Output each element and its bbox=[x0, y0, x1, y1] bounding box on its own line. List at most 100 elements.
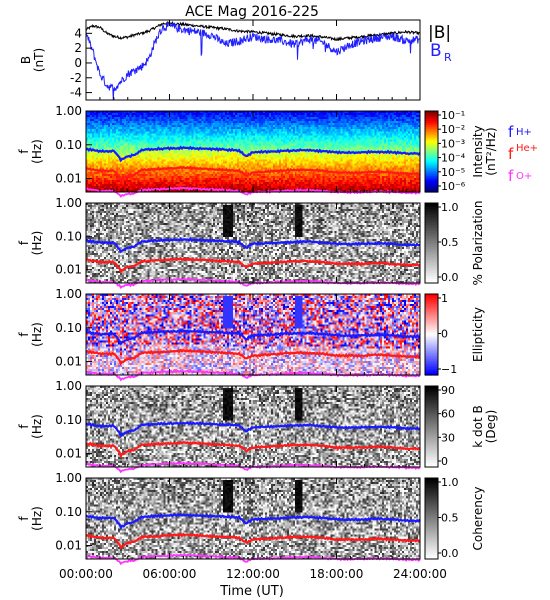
intensity-panel-colorbar-cell bbox=[425, 117, 438, 120]
kdotb-panel-colorbar-cell bbox=[425, 464, 438, 468]
polarization-panel-colorbar-cell bbox=[425, 225, 438, 228]
kdotb-panel-ylabel: f bbox=[17, 424, 31, 429]
ellipticity-panel-colorbar-cell bbox=[425, 350, 438, 354]
coherency-panel-colorbar-frame bbox=[424, 477, 439, 560]
kdotb-panel-colorbar-cell bbox=[425, 450, 438, 454]
coherency-panel-colorbar-cell bbox=[425, 530, 438, 534]
coherency-panel-colorbar-cell bbox=[425, 556, 438, 560]
kdotb-panel-ytick-label: 1.00 bbox=[55, 379, 82, 393]
intensity-panel-colorbar-cell bbox=[425, 125, 438, 128]
polarization-panel-colorbar-cell bbox=[425, 279, 438, 282]
intensity-panel-colorbar-cell bbox=[425, 149, 438, 153]
figure-title: ACE Mag 2016-225 bbox=[185, 4, 319, 20]
polarization-panel-colorbar-cell bbox=[425, 235, 438, 238]
kdotb-panel-colorbar-cell bbox=[425, 424, 438, 428]
intensity-panel-colorbar-cell bbox=[425, 139, 438, 142]
intensity-panel-colorbar-tick-label: 10⁻⁵ bbox=[441, 166, 465, 179]
kdotb-panel-colorbar-cell bbox=[425, 430, 438, 434]
coherency-panel-colorbar-cell bbox=[425, 546, 438, 550]
kdotb-panel-colorbar-cell bbox=[425, 436, 438, 440]
ellipticity-panel-colorbar-tick-label: 0 bbox=[441, 328, 448, 341]
coherency-panel-colorbar-cell bbox=[425, 544, 438, 548]
legend-gyro-sub-2: O+ bbox=[516, 171, 532, 182]
br-series-line bbox=[85, 21, 421, 101]
coherency-panel-colorbar-cell bbox=[425, 520, 438, 524]
coherency-panel-colorbar-cell bbox=[425, 538, 438, 542]
kdotb-panel-ylabel-group: f (Hz) bbox=[17, 414, 44, 439]
kdotb-panel-colorbar-cell bbox=[425, 456, 438, 460]
intensity-panel-colorbar-cell bbox=[425, 167, 438, 171]
coherency-panel-colorbar-cell bbox=[425, 506, 438, 509]
coherency-panel-colorbar-cell bbox=[425, 522, 438, 526]
kdotb-panel-colorbar-cell bbox=[425, 386, 438, 389]
polarization-panel-colorbar-cell bbox=[425, 263, 438, 266]
gyro-line-h bbox=[85, 145, 421, 163]
ellipticity-panel-colorbar-cell bbox=[425, 322, 438, 325]
ellipticity-panel-colorbar-cell bbox=[425, 332, 438, 336]
polarization-panel-colorbar-cell bbox=[425, 233, 438, 236]
ellipticity-panel-colorbar-cell bbox=[425, 320, 438, 323]
coherency-panel-ytick-label: 0.01 bbox=[55, 539, 82, 553]
ellipticity-panel-colorbar-cell bbox=[425, 314, 438, 317]
coherency-panel-colorbar-cell bbox=[425, 540, 438, 544]
kdotb-panel-ytick-label: 0.01 bbox=[55, 447, 82, 461]
polarization-panel-ytick-label: 0.01 bbox=[55, 263, 82, 277]
polarization-panel-colorbar-cell bbox=[425, 209, 438, 212]
x-tick-label: 06:00:00 bbox=[143, 567, 197, 581]
ellipticity-panel-colorbar-cell bbox=[425, 312, 438, 315]
ellipticity-panel-colorbar-cell bbox=[425, 296, 438, 299]
coherency-panel-ylabel: f bbox=[17, 516, 31, 521]
kdotb-panel-colorbar-cell bbox=[425, 462, 438, 466]
intensity-panel-colorbar-cell bbox=[425, 169, 438, 173]
panels-group: 420-2-4B (nT)|B|B R1.000.100.01f (Hz)10⁻¹10… bbox=[17, 19, 538, 581]
kdotb-panel-colorbar-cell bbox=[425, 400, 438, 403]
legend-gyro-sub-1: He+ bbox=[516, 143, 538, 154]
polarization-panel-colorbar-cell bbox=[425, 215, 438, 218]
ellipticity-panel-colorbar-cell bbox=[425, 352, 438, 356]
ellipticity-panel-colorbar-cell bbox=[425, 326, 438, 330]
ellipticity-panel-colorbar-cell bbox=[425, 328, 438, 332]
kdotb-panel-colorbar-tick-label: 30 bbox=[441, 431, 455, 444]
x-tick-label: 18:00:00 bbox=[310, 567, 364, 581]
ellipticity-panel-colorbar-tick-label: −1 bbox=[441, 363, 457, 376]
ellipticity-panel-colorbar-tick-label: 1 bbox=[441, 292, 448, 305]
ellipticity-panel-colorbar-cell bbox=[425, 324, 438, 327]
ellipticity-panel-colorbar-cell bbox=[425, 344, 438, 348]
field-panel-ytick-label: -2 bbox=[70, 71, 82, 85]
kdotb-panel-colorbar-cell bbox=[425, 404, 438, 407]
kdotb-panel-colorbar-cell bbox=[425, 402, 438, 405]
kdotb-panel-colorbar-cell bbox=[425, 458, 438, 462]
polarization-panel-colorbar-tick-label: 0.0 bbox=[441, 271, 459, 284]
polarization-panel-colorbar-label-group: % Polarization bbox=[471, 201, 485, 286]
intensity-panel-colorbar-label: Intensity bbox=[471, 125, 485, 177]
ellipticity-panel-colorbar-cell bbox=[425, 316, 438, 319]
intensity-panel-colorbar-cell bbox=[425, 143, 438, 147]
coherency-panel-colorbar-cell bbox=[425, 516, 438, 520]
intensity-panel-colorbar-cell bbox=[425, 173, 438, 177]
intensity-panel-colorbar-cell bbox=[425, 189, 438, 193]
ellipticity-panel-ytick-label: 1.00 bbox=[55, 287, 82, 301]
kdotb-panel-colorbar-cell bbox=[425, 408, 438, 411]
legend-gyro-sub-0: H+ bbox=[516, 127, 532, 138]
intensity-panel-colorbar-cell bbox=[425, 159, 438, 163]
kdotb-panel-ytick-label: 0.10 bbox=[55, 413, 82, 427]
coherency-panel-ylabel-group: f (Hz) bbox=[17, 506, 44, 531]
intensity-panel-colorbar-cell bbox=[425, 131, 438, 134]
intensity-panel-colorbar-cell bbox=[425, 119, 438, 122]
kdotb-panel-colorbar-cell bbox=[425, 454, 438, 458]
coherency-panel-colorbar-cell bbox=[425, 526, 438, 530]
field-ylabel: B bbox=[19, 56, 33, 64]
kdotb-panel-colorbar-tick-label: 60 bbox=[441, 408, 455, 421]
ellipticity-panel-colorbar-cell bbox=[425, 304, 438, 307]
gyro-line-h bbox=[85, 512, 421, 530]
coherency-panel-colorbar-cell bbox=[425, 480, 438, 483]
coherency-panel-ytick-label: 1.00 bbox=[55, 471, 82, 485]
intensity-panel-ytick-label: 0.01 bbox=[55, 172, 82, 186]
polarization-panel-colorbar-cell bbox=[425, 261, 438, 264]
intensity-panel-colorbar-cell bbox=[425, 177, 438, 181]
ellipticity-panel-colorbar-cell bbox=[425, 346, 438, 350]
coherency-panel-colorbar-cell bbox=[425, 550, 438, 554]
kdotb-panel-ylabel-unit: (Hz) bbox=[30, 414, 44, 439]
polarization-panel-colorbar-cell bbox=[425, 253, 438, 256]
gyro-line-h bbox=[85, 421, 421, 439]
